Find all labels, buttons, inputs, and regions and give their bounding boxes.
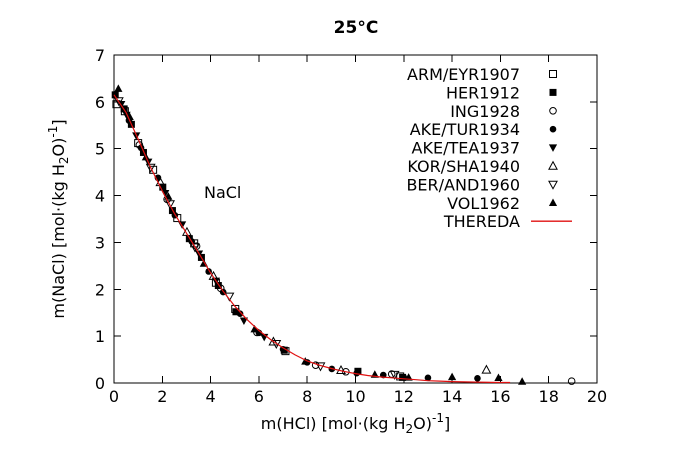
marker-circle-open (567, 377, 576, 385)
marker-triangle-down-open (189, 243, 200, 253)
marker-square-filled (111, 91, 119, 99)
y-tick-label: 4 (95, 187, 105, 206)
legend-item-ber-and1960: BER/AND1960 (406, 175, 558, 194)
marker-triangle-up-filled (125, 112, 134, 121)
x-tick-label: 14 (442, 387, 462, 406)
marker-square-filled (159, 183, 167, 191)
marker-circle-filled (279, 345, 287, 353)
legend-label: THEREDA (443, 212, 520, 231)
x-tick-label: 20 (587, 387, 607, 406)
series-her1912 (111, 91, 407, 381)
x-tick-label: 18 (539, 387, 559, 406)
legend: ARM/EYR1907HER1912ING1928AKE/TUR1934AKE/… (406, 65, 572, 231)
legend-item-ake-tur1934: AKE/TUR1934 (410, 120, 557, 139)
marker-triangle-down-filled (548, 144, 558, 152)
x-tick-label: 2 (157, 387, 167, 406)
legend-item-kor-sha1940: KOR/SHA1940 (407, 157, 558, 176)
series-ake-tea1937 (117, 101, 269, 342)
marker-circle-open (342, 367, 350, 376)
marker-triangle-up-filled (114, 84, 123, 92)
marker-triangle-up-filled (494, 373, 503, 382)
legend-label: AKE/TUR1934 (410, 120, 520, 139)
series-ber-and1960 (113, 97, 400, 380)
marker-square-filled (549, 88, 557, 96)
x-tick-label: 16 (490, 387, 510, 406)
marker-circle-filled (236, 310, 244, 317)
marker-triangle-down-open (113, 97, 124, 107)
series-kor-sha1940 (155, 177, 492, 375)
marker-triangle-down-filled (239, 317, 249, 325)
legend-item-ake-tea1937: AKE/TEA1937 (412, 139, 558, 158)
series-thereda (113, 94, 511, 384)
y-tick-label: 3 (95, 233, 105, 252)
marker-circle-open (549, 107, 557, 115)
y-axis-label: m(NaCl) [mol·(kg H2​O)-1​] (46, 119, 71, 318)
plot-frame (113, 54, 598, 384)
marker-triangle-up-filled (518, 377, 527, 385)
marker-triangle-up-open (548, 160, 558, 170)
marker-triangle-down-filled (122, 111, 131, 120)
axis-ticks (113, 54, 598, 384)
marker-triangle-up-open (208, 270, 219, 280)
phase-annotation: NaCl (204, 183, 241, 202)
marker-circle-filled (353, 369, 361, 377)
y-tick-label: 1 (95, 327, 105, 346)
legend-item-arm-eyr1907: ARM/EYR1907 (407, 65, 557, 84)
legend-label: HER1912 (446, 83, 520, 102)
x-tick-label: 10 (345, 387, 365, 406)
legend-label: AKE/TEA1937 (412, 139, 520, 158)
legend-item-ing1928: ING1928 (450, 102, 557, 121)
x-axis-label: m(HCl) [mol·(kg H2​O)-1​] (261, 411, 450, 436)
marker-circle-filled (424, 374, 432, 382)
marker-square-filled (232, 308, 240, 316)
legend-label: KOR/SHA1940 (407, 157, 520, 176)
x-tick-label: 6 (254, 387, 264, 406)
legend-item-her1912: HER1912 (446, 83, 557, 102)
marker-triangle-up-filled (301, 357, 310, 365)
legend-label: ARM/EYR1907 (407, 65, 520, 84)
legend-label: ING1928 (450, 102, 520, 121)
legend-label: BER/AND1960 (406, 175, 520, 194)
x-tick-label: 0 (109, 387, 119, 406)
legend-item-thereda: THEREDA (443, 212, 572, 231)
marker-triangle-down-open (145, 163, 156, 173)
marker-triangle-up-open (481, 364, 492, 374)
y-tick-label: 5 (95, 140, 105, 159)
marker-triangle-down-open (165, 200, 175, 210)
thereda-curve (113, 94, 511, 384)
y-tick-label: 7 (95, 46, 105, 65)
legend-item-vol1962: VOL1962 (447, 194, 558, 213)
x-tick-label: 4 (206, 387, 216, 406)
plot-border (113, 54, 598, 384)
marker-triangle-up-filled (448, 372, 457, 381)
y-tick-label: 2 (95, 280, 105, 299)
marker-circle-filled (474, 375, 481, 382)
marker-triangle-down-open (389, 370, 400, 380)
legend-label: VOL1962 (447, 194, 520, 213)
chart-title: 25°C (333, 18, 379, 38)
marker-square-open (549, 70, 557, 78)
marker-circle-filled (549, 125, 557, 133)
marker-triangle-down-open (548, 180, 558, 190)
marker-triangle-up-filled (548, 198, 558, 206)
y-tick-label: 0 (95, 374, 105, 393)
marker-triangle-up-open (268, 336, 279, 346)
y-tick-label: 6 (95, 93, 105, 112)
x-tick-label: 8 (302, 387, 312, 406)
x-tick-label: 12 (394, 387, 414, 406)
series-arm-eyr1907 (112, 100, 405, 381)
marker-triangle-up-filled (250, 324, 259, 333)
